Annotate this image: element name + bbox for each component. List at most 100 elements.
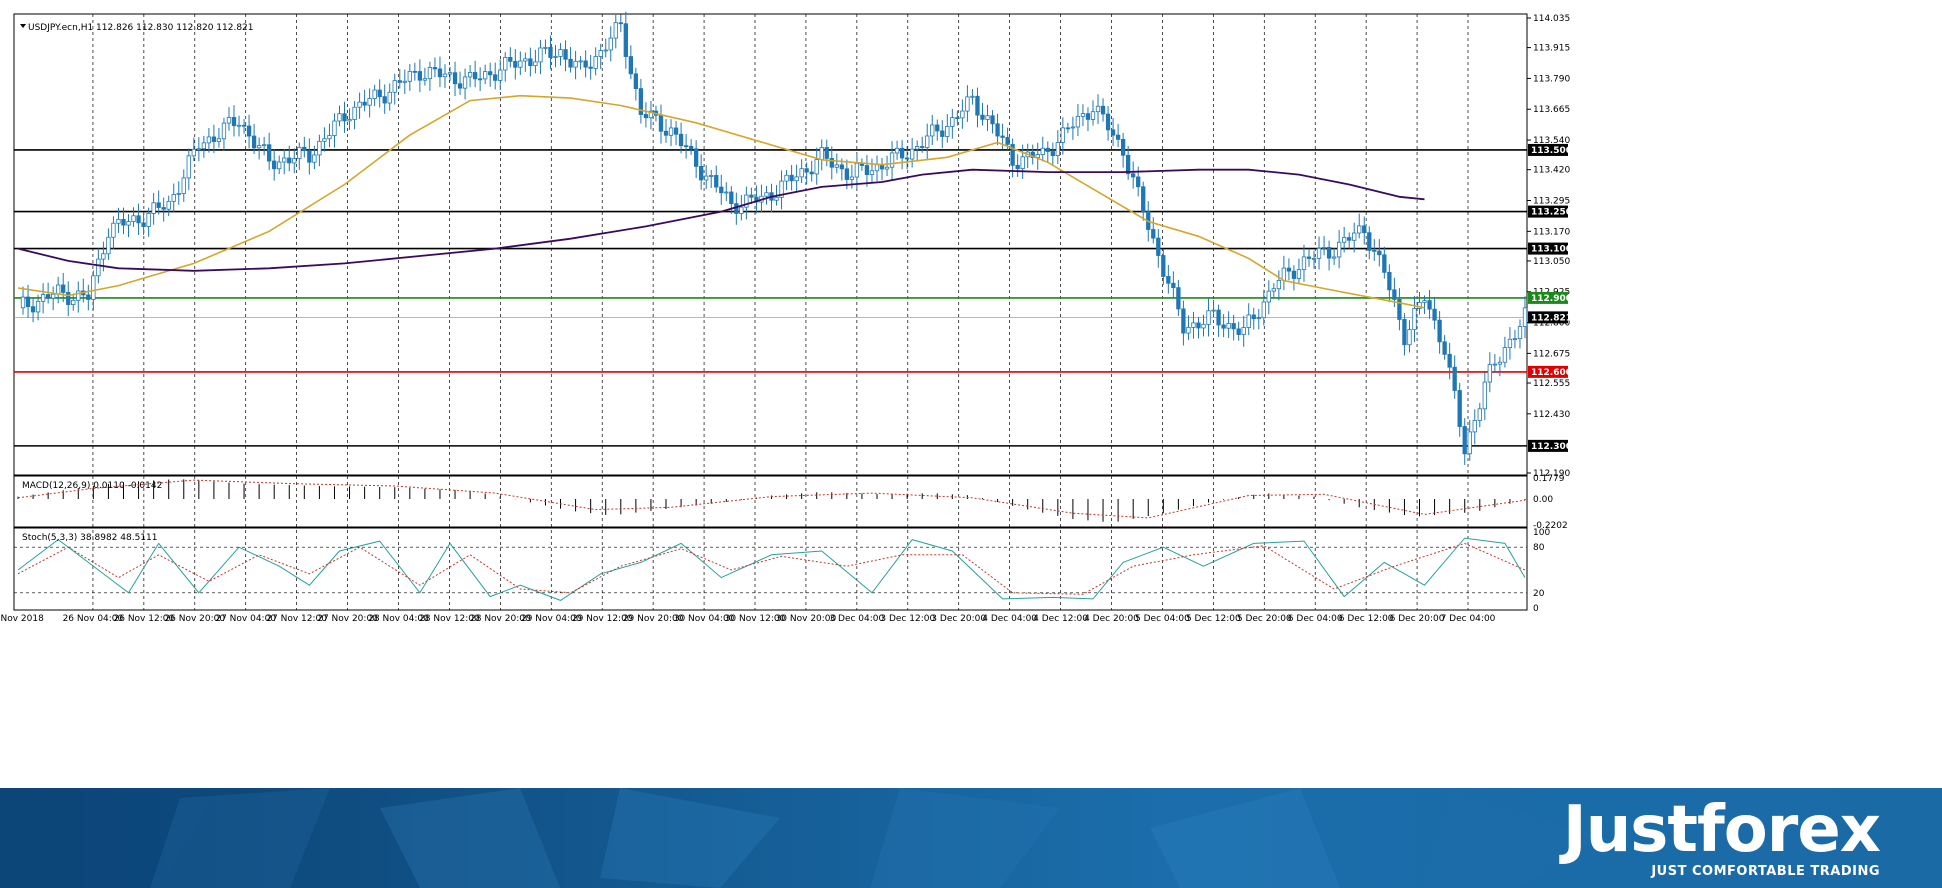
candle-body — [1136, 176, 1141, 188]
candle-body — [397, 80, 402, 83]
y-tick-label: 112.675 — [1533, 349, 1570, 359]
current-price-tag — [1528, 311, 1568, 324]
x-tick-label: 27 Nov 12:00 — [266, 614, 327, 624]
x-tick-label: 6 Dec 12:00 — [1339, 614, 1394, 624]
candle-body — [673, 127, 679, 135]
candle-body — [1276, 280, 1282, 290]
macd-signal-line — [17, 479, 1526, 519]
candle-body — [382, 96, 387, 104]
x-tick-label: 7 Dec 04:00 — [1441, 614, 1496, 624]
candle-body — [884, 166, 890, 170]
candle-body — [1372, 249, 1377, 252]
candle-body — [1407, 329, 1412, 346]
stoch-tick-label: 0 — [1533, 604, 1539, 614]
candle-body — [367, 98, 372, 106]
x-tick-label: 26 Nov 04:00 — [63, 614, 124, 624]
candle-body — [156, 202, 161, 208]
brand-tagline: JUST COMFORTABLE TRADING — [1651, 864, 1880, 879]
candle-body — [844, 168, 850, 180]
candle-body — [40, 294, 46, 302]
candle-body — [1437, 319, 1442, 343]
candle-body — [1427, 300, 1432, 310]
candle-body — [1362, 225, 1367, 234]
candle-body — [116, 218, 121, 224]
candle-body — [1060, 127, 1066, 143]
candle-body — [1125, 154, 1131, 175]
candle-body — [111, 222, 116, 238]
brand-footer: Justforex JUST COMFORTABLE TRADING — [0, 788, 1942, 888]
candle-body — [583, 60, 588, 68]
x-tick-label: 29 Nov 04:00 — [521, 614, 582, 624]
candle-body — [256, 145, 262, 149]
candle-body — [1181, 308, 1186, 334]
macd-label: MACD(12,26,9) 0.0110 -0.0142 — [22, 481, 162, 491]
candle-body — [1161, 255, 1166, 277]
candle-body — [593, 56, 598, 69]
candle-body — [1342, 237, 1347, 243]
candle-body — [402, 80, 407, 83]
x-tick-label: 23 Nov 2018 — [0, 614, 44, 624]
candle-body — [146, 213, 151, 227]
candle-body — [362, 101, 367, 106]
candle-body — [483, 71, 488, 80]
candle-body — [623, 23, 628, 57]
candle-body — [176, 193, 181, 195]
candle-body — [543, 46, 548, 49]
candle-body — [1201, 323, 1206, 329]
price-level-tag — [1528, 439, 1568, 452]
candle-body — [779, 180, 784, 198]
candle-body — [1472, 420, 1477, 433]
candle-body — [1100, 105, 1106, 115]
candle-body — [633, 73, 639, 89]
current-price-label: 112.821 — [1531, 313, 1572, 323]
x-tick-label: 3 Dec 20:00 — [931, 614, 986, 624]
candle-body — [467, 72, 473, 78]
candle-body — [668, 127, 674, 136]
candle-body — [533, 61, 538, 67]
stoch-panel-frame — [13, 527, 1528, 611]
candle-body — [628, 56, 634, 75]
candle-body — [588, 66, 593, 69]
candle-body — [1316, 247, 1322, 259]
candle-body — [372, 89, 377, 99]
candle-body — [226, 117, 232, 124]
candle-body — [558, 49, 563, 57]
candle-body — [1115, 134, 1121, 140]
main-panel-frame — [13, 13, 1528, 476]
x-tick-label: 5 Dec 12:00 — [1186, 614, 1241, 624]
candle-body — [211, 136, 217, 142]
candle-body — [920, 146, 925, 148]
candle-body — [1141, 186, 1146, 212]
candle-body — [1206, 310, 1211, 325]
candle-body — [412, 70, 418, 73]
x-tick-label: 5 Dec 20:00 — [1237, 614, 1292, 624]
candle-body — [1392, 289, 1397, 300]
candle-body — [1291, 270, 1297, 279]
candle-body — [643, 114, 649, 119]
candle-body — [342, 113, 347, 122]
candle-body — [1000, 135, 1005, 138]
candle-body — [734, 203, 739, 214]
candle-body — [528, 58, 533, 67]
candle-body — [277, 161, 282, 170]
candle-body — [960, 110, 965, 119]
candle-body — [749, 194, 754, 198]
candle-body — [101, 253, 106, 260]
price-level-label: 112.900 — [1531, 294, 1572, 304]
candle-body — [71, 299, 76, 305]
candle-body — [1467, 431, 1472, 455]
candle-body — [1311, 257, 1317, 260]
candle-body — [990, 115, 995, 125]
candle-body — [638, 88, 644, 115]
candle-body — [1422, 300, 1427, 303]
y-tick-label: 113.540 — [1533, 136, 1570, 146]
candle-body — [935, 124, 940, 132]
x-tick-label: 4 Dec 04:00 — [982, 614, 1037, 624]
candle-body — [106, 236, 111, 255]
x-tick-label: 27 Nov 20:00 — [317, 614, 378, 624]
candle-body — [603, 49, 608, 52]
candle-body — [236, 124, 242, 127]
candle-body — [1120, 139, 1126, 156]
candle-body — [1517, 326, 1523, 340]
candle-body — [518, 60, 523, 68]
